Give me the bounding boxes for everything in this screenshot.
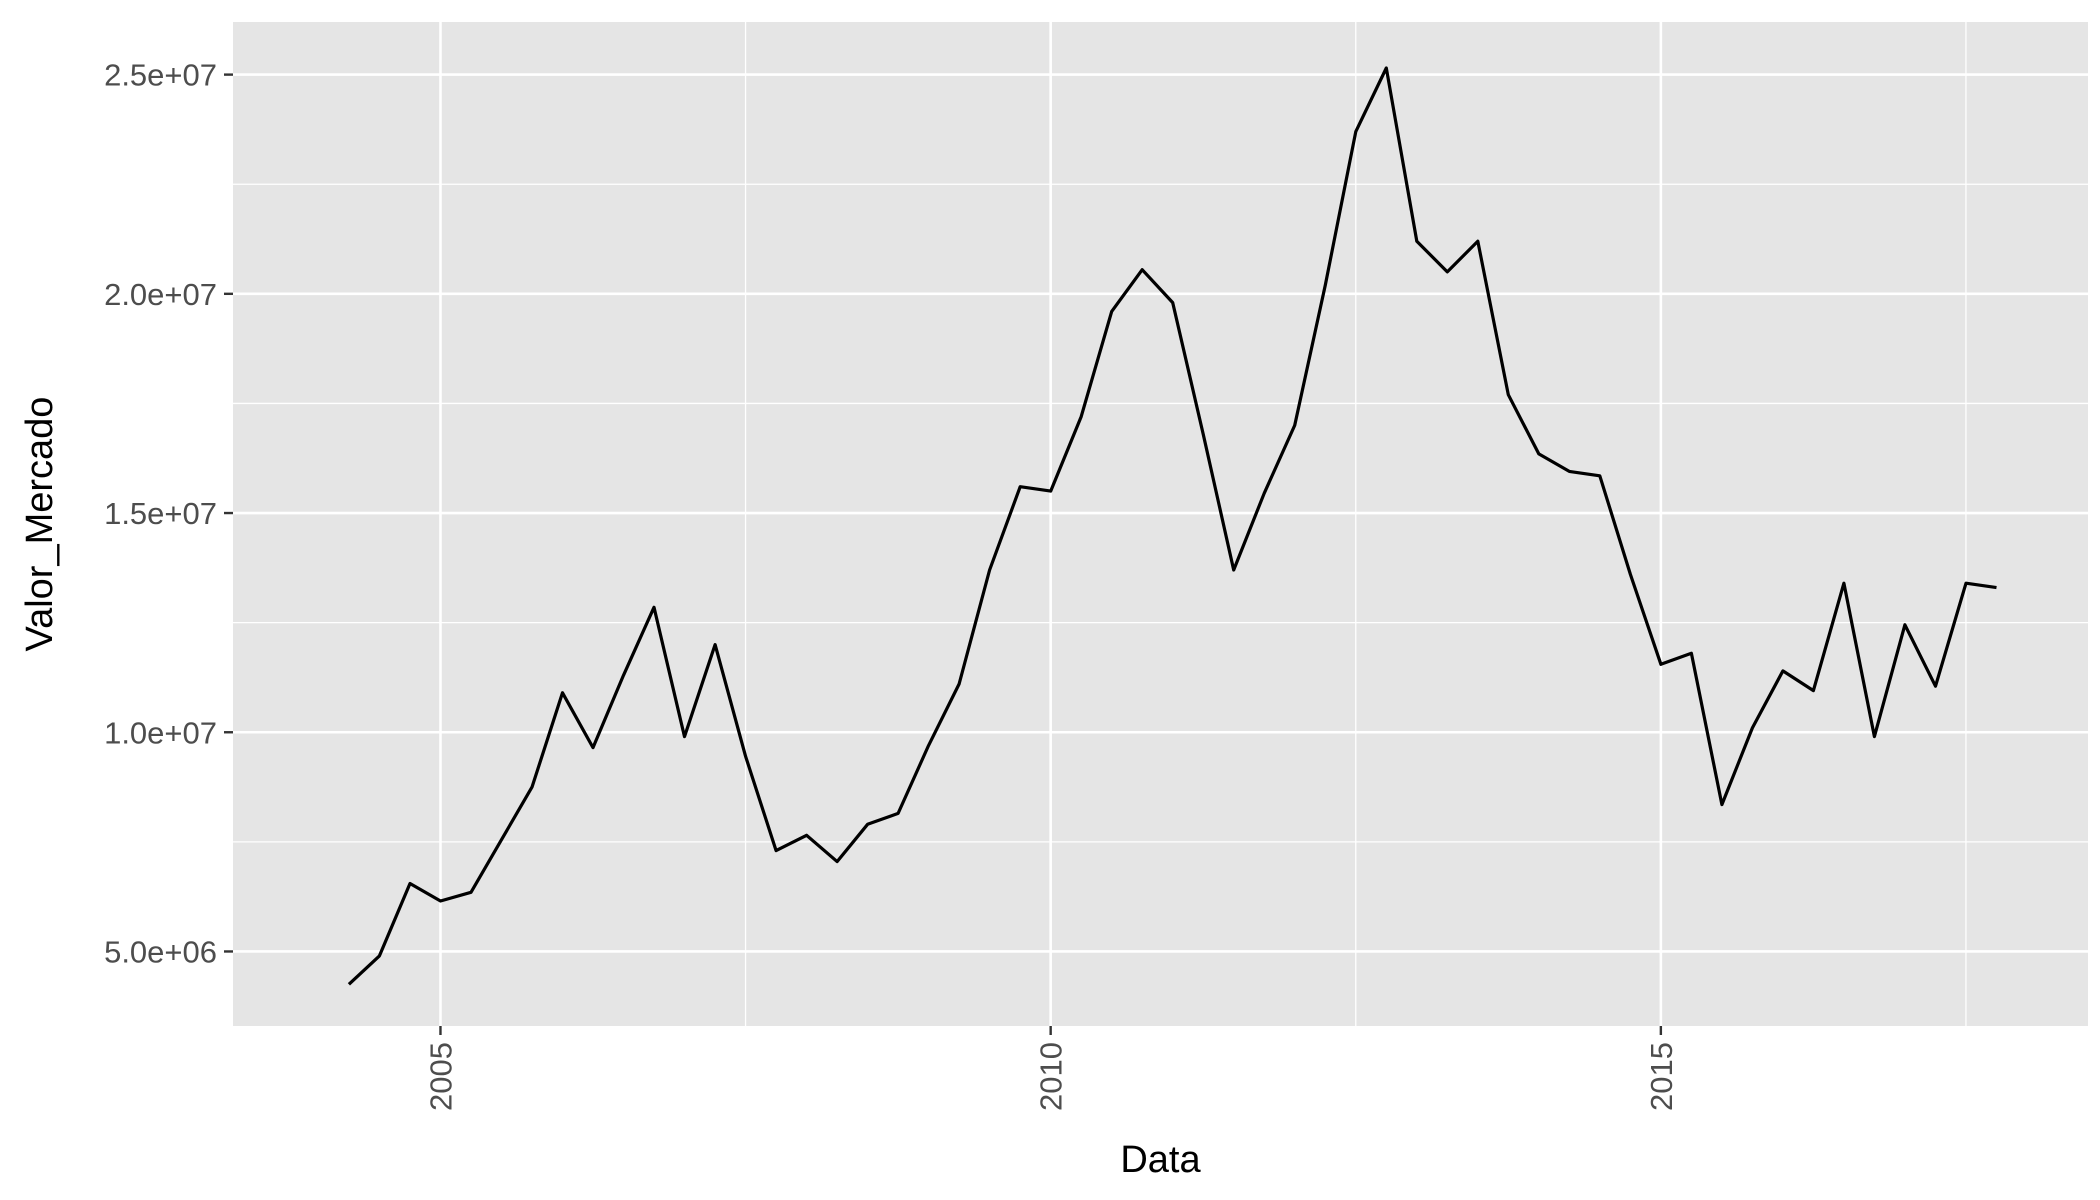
major-gridlines [233, 22, 2088, 1026]
y-tick-label: 2.5e+07 [104, 58, 217, 93]
minor-gridlines [233, 22, 2088, 1026]
y-tick-label: 2.0e+07 [104, 277, 217, 312]
plot-panel [233, 22, 2088, 1026]
x-tick-label: 2010 [1034, 1042, 1069, 1111]
y-tick-label: 5.0e+06 [104, 934, 217, 969]
x-tick-label: 2005 [423, 1042, 458, 1111]
series-line [347, 66, 1997, 986]
y-tick-label: 1.0e+07 [104, 715, 217, 750]
y-axis-title: Valor_Mercado [19, 397, 61, 652]
x-axis-title: Data [1120, 1139, 1201, 1181]
y-axis: 5.0e+06 1.0e+07 1.5e+07 2.0e+07 2.5e+07 [104, 58, 233, 969]
x-axis: 2005 2010 2015 [423, 1026, 1679, 1111]
y-tick-label: 1.5e+07 [104, 496, 217, 531]
x-tick-label: 2015 [1644, 1042, 1679, 1111]
